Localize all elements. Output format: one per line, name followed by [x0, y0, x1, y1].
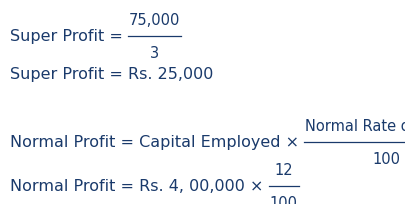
Text: Normal Profit = Capital Employed ×: Normal Profit = Capital Employed × [10, 135, 303, 150]
Text: 3: 3 [150, 46, 159, 61]
Text: 12: 12 [273, 162, 292, 177]
Text: 100: 100 [269, 195, 297, 204]
Text: Normal Rate of Return: Normal Rate of Return [305, 118, 405, 133]
Text: 100: 100 [372, 151, 400, 166]
Text: Super Profit = Rs. 25,000: Super Profit = Rs. 25,000 [10, 67, 213, 82]
Text: Normal Profit = Rs. 4, 00,000 ×: Normal Profit = Rs. 4, 00,000 × [10, 179, 268, 194]
Text: 75,000: 75,000 [129, 13, 180, 28]
Text: Super Profit =: Super Profit = [10, 29, 128, 44]
